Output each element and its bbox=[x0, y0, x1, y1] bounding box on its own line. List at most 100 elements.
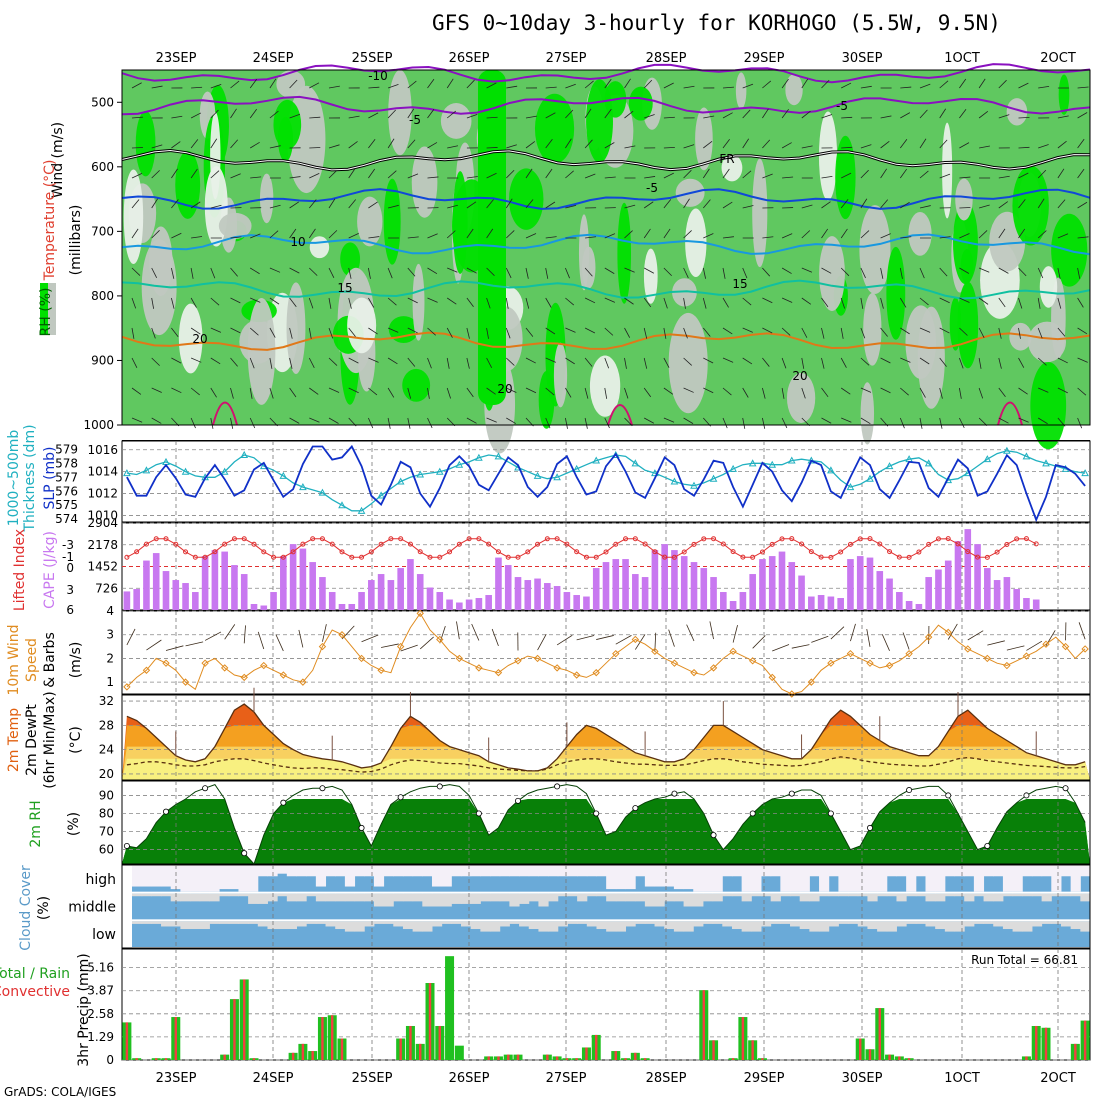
cloud-clear-cell bbox=[519, 921, 530, 927]
panel-2m-temperature: 20 24 28 32 bbox=[99, 687, 1091, 781]
wind-barb bbox=[427, 233, 438, 239]
cape-bar bbox=[905, 601, 913, 610]
temperature-tick-label: 20 bbox=[99, 767, 114, 781]
wind-barb bbox=[407, 80, 417, 89]
lifted-index-point bbox=[143, 541, 149, 547]
rh-patch bbox=[388, 316, 419, 343]
surface-wind-barb bbox=[381, 643, 399, 648]
rh-patch bbox=[908, 211, 932, 256]
wind-barb bbox=[427, 78, 435, 89]
cloud-clear-cell bbox=[1080, 866, 1091, 877]
cloud-clear-cell bbox=[731, 921, 743, 930]
lifted-index-point bbox=[349, 554, 355, 560]
wind-barb bbox=[880, 168, 888, 179]
rh-patch bbox=[721, 154, 743, 182]
cloud-clear-cell bbox=[528, 921, 539, 930]
wind-barb bbox=[604, 297, 616, 303]
date-label-bottom: 26SEP bbox=[449, 1071, 490, 1086]
thickness-point bbox=[220, 467, 229, 475]
surface-wind-barb bbox=[275, 634, 284, 652]
cloud-clear-cell bbox=[799, 921, 810, 930]
precip-tick-label: 0 bbox=[106, 1053, 114, 1067]
cape-bar bbox=[690, 562, 698, 610]
wind-barb bbox=[407, 357, 416, 367]
cloud-clear-cell bbox=[548, 921, 559, 932]
wind-barb bbox=[1037, 230, 1047, 239]
surface-wind-barb bbox=[224, 624, 236, 640]
cloud-clear-cell bbox=[644, 921, 656, 924]
wind-barb bbox=[486, 267, 495, 276]
cloud-clear-cell bbox=[199, 893, 210, 902]
cape-bar bbox=[211, 550, 219, 610]
wind-barb bbox=[289, 176, 301, 179]
wind-barb bbox=[486, 199, 494, 209]
wind-barb bbox=[191, 236, 203, 239]
cloud-clear-cell bbox=[702, 921, 714, 924]
wind-barb bbox=[407, 417, 411, 429]
lifted-index-point bbox=[427, 554, 433, 560]
cloud-clear-cell bbox=[248, 866, 259, 892]
wind-barb bbox=[328, 198, 336, 209]
cloud-clear-cell bbox=[615, 866, 627, 890]
wind-barb bbox=[230, 357, 238, 367]
cloud-clear-cell bbox=[190, 921, 201, 930]
thickness-point bbox=[455, 460, 464, 468]
wind-barb bbox=[801, 417, 810, 427]
cape-bar bbox=[661, 544, 668, 610]
wind-barb bbox=[407, 387, 412, 399]
wind-barb bbox=[663, 327, 667, 339]
wind-barb bbox=[131, 228, 139, 239]
surface-wind-barb bbox=[987, 640, 1005, 646]
wind-barb bbox=[466, 327, 470, 339]
wind-barb bbox=[348, 387, 359, 394]
lifted-index-point bbox=[271, 554, 277, 560]
date-label-top: 30SEP bbox=[842, 51, 883, 66]
wind-barb bbox=[190, 417, 196, 429]
wind-barb bbox=[1018, 116, 1030, 119]
cape-bar bbox=[632, 574, 639, 610]
wind-barb bbox=[860, 85, 872, 89]
wind-barb bbox=[565, 357, 575, 365]
cape-bar bbox=[749, 574, 756, 610]
surface-wind-barb bbox=[1006, 645, 1025, 651]
wind-barb bbox=[151, 267, 158, 278]
precip-convective-bar bbox=[1074, 1043, 1077, 1060]
cloud-clear-cell bbox=[886, 866, 897, 877]
wind-barb bbox=[486, 387, 496, 395]
wind-barb bbox=[1018, 297, 1023, 309]
wind-barb bbox=[190, 267, 194, 279]
wind-barb bbox=[742, 83, 754, 89]
wind-barb bbox=[939, 139, 948, 149]
cape-bar bbox=[426, 587, 434, 610]
wind-barb bbox=[525, 115, 537, 119]
cape-bar bbox=[993, 580, 1001, 610]
rh-point bbox=[1062, 785, 1069, 792]
cape-bar bbox=[172, 580, 180, 610]
lifted-index-point bbox=[388, 536, 394, 542]
precip-convective-bar bbox=[507, 1054, 510, 1060]
cloud-clear-cell bbox=[693, 893, 704, 907]
precip-convective-bar bbox=[898, 1056, 901, 1060]
wind-barb bbox=[269, 110, 279, 119]
wind-barb bbox=[1077, 417, 1083, 429]
cloud-clear-cell bbox=[906, 921, 917, 924]
cape-bar bbox=[1032, 599, 1040, 610]
wind-barb bbox=[368, 297, 375, 308]
wind-barb bbox=[585, 236, 597, 239]
wind-barb bbox=[565, 138, 572, 149]
wind-barb bbox=[1057, 233, 1069, 239]
cloud-clear-cell bbox=[1080, 921, 1091, 932]
cloud-clear-cell bbox=[248, 893, 259, 904]
cloud-clear-cell bbox=[132, 866, 143, 887]
thickness-point bbox=[670, 477, 679, 485]
wind-barb bbox=[663, 267, 672, 277]
rh-point bbox=[436, 783, 443, 790]
wind-barb bbox=[230, 267, 238, 277]
rh-patch bbox=[1058, 74, 1070, 115]
panel-frame bbox=[121, 69, 1091, 426]
precip-convective-bar bbox=[135, 1058, 138, 1060]
surface-wind-barb bbox=[185, 641, 204, 647]
cloud-clear-cell bbox=[306, 921, 317, 924]
pressure-tick-label: 600 bbox=[91, 160, 114, 174]
cloud-clear-cell bbox=[993, 921, 1004, 927]
